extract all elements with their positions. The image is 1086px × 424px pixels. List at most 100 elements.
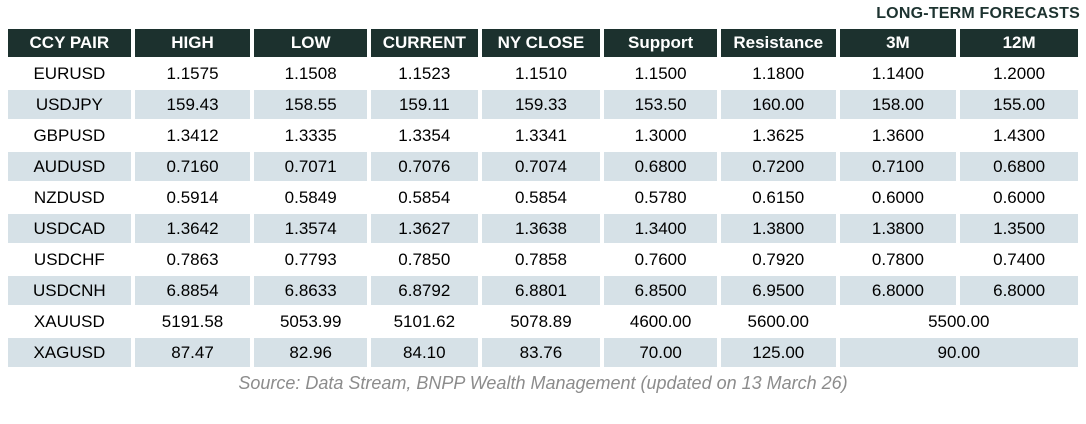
- value-cell: 70.00: [604, 338, 717, 367]
- value-cell: 1.3638: [481, 214, 601, 243]
- table-row: XAUUSD 5191.58 5053.99 5101.62 5078.89 4600.0…: [8, 307, 1078, 336]
- value-cell: 125.00: [720, 338, 836, 367]
- long-term-merged-cell: 5500.00: [839, 307, 1078, 336]
- value-cell: 1.3800: [720, 214, 836, 243]
- value-cell: 0.5854: [481, 183, 601, 212]
- value-cell: 1.3400: [604, 214, 717, 243]
- column-header: NY CLOSE: [481, 29, 601, 57]
- value-cell: 5053.99: [254, 307, 367, 336]
- value-cell: 6.8633: [254, 276, 367, 305]
- value-cell: 83.76: [481, 338, 601, 367]
- value-cell: 0.7160: [134, 152, 251, 181]
- value-cell: 1.3627: [371, 214, 478, 243]
- value-cell: 0.6000: [839, 183, 957, 212]
- table-row: AUDUSD 0.7160 0.7071 0.7076 0.7074 0.6800 0.72…: [8, 152, 1078, 181]
- value-cell: 1.1510: [481, 59, 601, 88]
- value-cell: 0.6150: [720, 183, 836, 212]
- column-header: Resistance: [720, 29, 836, 57]
- table-row: NZDUSD 0.5914 0.5849 0.5854 0.5854 0.5780 0.61…: [8, 183, 1078, 212]
- value-cell: 6.8792: [371, 276, 478, 305]
- value-cell: 0.6800: [960, 152, 1078, 181]
- value-cell: 1.3642: [134, 214, 251, 243]
- value-cell: 1.1523: [371, 59, 478, 88]
- value-cell: 1.3625: [720, 121, 836, 150]
- value-cell: 0.5854: [371, 183, 478, 212]
- value-cell: 0.5849: [254, 183, 367, 212]
- value-cell: 6.8500: [604, 276, 717, 305]
- pair-cell: GBPUSD: [8, 121, 131, 150]
- value-cell: 1.2000: [960, 59, 1078, 88]
- table-header-row: CCY PAIR HIGH LOW CURRENT NY CLOSE Support Res…: [8, 29, 1078, 57]
- value-cell: 6.8000: [839, 276, 957, 305]
- pair-cell: AUDUSD: [8, 152, 131, 181]
- column-header: 12M: [960, 29, 1078, 57]
- value-cell: 0.7850: [371, 245, 478, 274]
- value-cell: 0.7400: [960, 245, 1078, 274]
- value-cell: 0.6800: [604, 152, 717, 181]
- pair-cell: USDCNH: [8, 276, 131, 305]
- value-cell: 1.3600: [839, 121, 957, 150]
- value-cell: 1.3800: [839, 214, 957, 243]
- value-cell: 1.1400: [839, 59, 957, 88]
- value-cell: 82.96: [254, 338, 367, 367]
- value-cell: 0.7920: [720, 245, 836, 274]
- value-cell: 6.8000: [960, 276, 1078, 305]
- value-cell: 1.3574: [254, 214, 367, 243]
- long-term-forecasts-label: LONG-TERM FORECASTS: [876, 5, 1080, 22]
- value-cell: 5191.58: [134, 307, 251, 336]
- value-cell: 1.1500: [604, 59, 717, 88]
- table-body: EURUSD 1.1575 1.1508 1.1523 1.1510 1.1500 1.18…: [8, 59, 1078, 367]
- value-cell: 0.5914: [134, 183, 251, 212]
- value-cell: 0.7600: [604, 245, 717, 274]
- value-cell: 0.7076: [371, 152, 478, 181]
- value-cell: 0.7074: [481, 152, 601, 181]
- column-header: 3M: [839, 29, 957, 57]
- value-cell: 5078.89: [481, 307, 601, 336]
- pair-cell: NZDUSD: [8, 183, 131, 212]
- table-row: EURUSD 1.1575 1.1508 1.1523 1.1510 1.1500 1.18…: [8, 59, 1078, 88]
- pair-cell: USDCAD: [8, 214, 131, 243]
- value-cell: 160.00: [720, 90, 836, 119]
- table-row: USDCNH 6.8854 6.8633 6.8792 6.8801 6.8500 6.95…: [8, 276, 1078, 305]
- value-cell: 4600.00: [604, 307, 717, 336]
- table-row: USDCHF 0.7863 0.7793 0.7850 0.7858 0.7600 0.79…: [8, 245, 1078, 274]
- value-cell: 1.1575: [134, 59, 251, 88]
- value-cell: 1.3500: [960, 214, 1078, 243]
- value-cell: 159.43: [134, 90, 251, 119]
- value-cell: 1.3341: [481, 121, 601, 150]
- value-cell: 0.7071: [254, 152, 367, 181]
- column-header: HIGH: [134, 29, 251, 57]
- table-row: XAGUSD 87.47 82.96 84.10 83.76 70.00 125.00 90.…: [8, 338, 1078, 367]
- value-cell: 159.33: [481, 90, 601, 119]
- value-cell: 159.11: [371, 90, 478, 119]
- value-cell: 1.3000: [604, 121, 717, 150]
- value-cell: 0.7793: [254, 245, 367, 274]
- value-cell: 5600.00: [720, 307, 836, 336]
- table-row: USDJPY 159.43 158.55 159.11 159.33 153.50 160.…: [8, 90, 1078, 119]
- value-cell: 0.5780: [604, 183, 717, 212]
- source-note: Source: Data Stream, BNPP Wealth Managem…: [238, 373, 848, 393]
- pair-cell: EURUSD: [8, 59, 131, 88]
- value-cell: 1.3412: [134, 121, 251, 150]
- value-cell: 1.1800: [720, 59, 836, 88]
- value-cell: 1.3335: [254, 121, 367, 150]
- value-cell: 153.50: [604, 90, 717, 119]
- value-cell: 1.4300: [960, 121, 1078, 150]
- value-cell: 1.3354: [371, 121, 478, 150]
- long-term-merged-cell: 90.00: [839, 338, 1078, 367]
- value-cell: 6.8854: [134, 276, 251, 305]
- value-cell: 0.7863: [134, 245, 251, 274]
- table-row: GBPUSD 1.3412 1.3335 1.3354 1.3341 1.3000 1.36…: [8, 121, 1078, 150]
- value-cell: 158.55: [254, 90, 367, 119]
- column-header: CURRENT: [371, 29, 478, 57]
- table-row: USDCAD 1.3642 1.3574 1.3627 1.3638 1.3400 1.38…: [8, 214, 1078, 243]
- value-cell: 87.47: [134, 338, 251, 367]
- value-cell: 158.00: [839, 90, 957, 119]
- column-header: CCY PAIR: [8, 29, 131, 57]
- value-cell: 6.8801: [481, 276, 601, 305]
- column-header: Support: [604, 29, 717, 57]
- value-cell: 0.7858: [481, 245, 601, 274]
- value-cell: 0.6000: [960, 183, 1078, 212]
- column-header: LOW: [254, 29, 367, 57]
- value-cell: 1.1508: [254, 59, 367, 88]
